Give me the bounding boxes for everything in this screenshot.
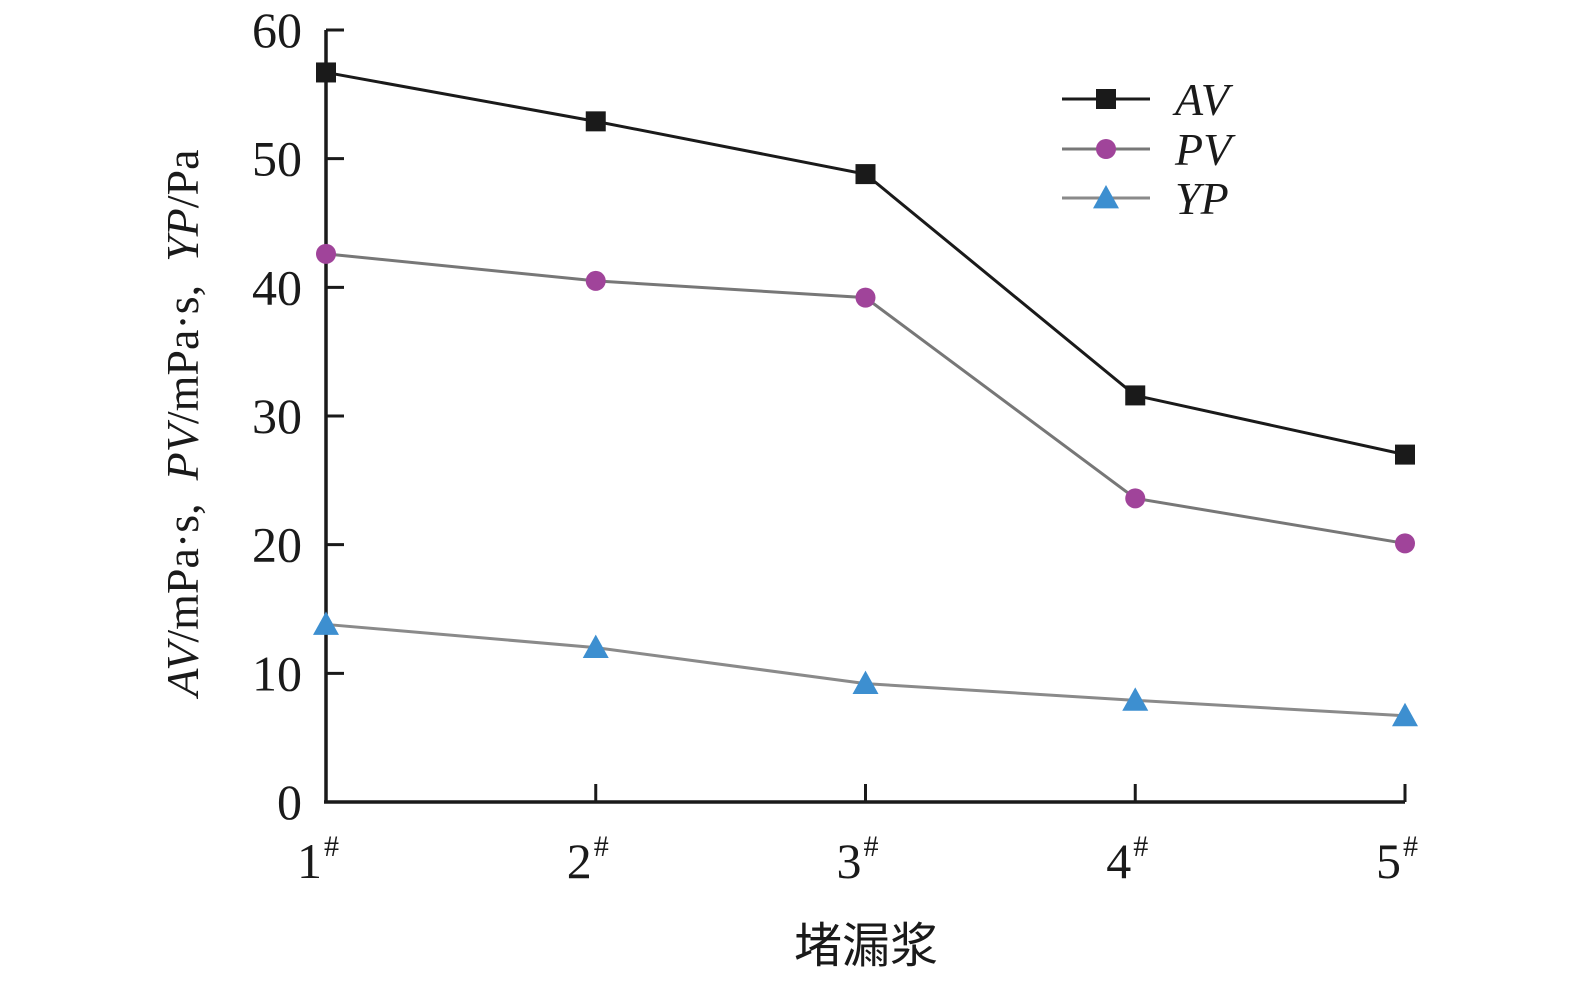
y-tick-label: 0 bbox=[277, 774, 302, 830]
y-tick-label: 40 bbox=[252, 259, 302, 315]
data-point-yp bbox=[582, 634, 609, 658]
data-point-yp bbox=[852, 670, 879, 695]
legend-label: AV bbox=[1172, 74, 1234, 125]
y-tick-label: 10 bbox=[252, 645, 302, 701]
legend-marker-yp bbox=[1093, 185, 1119, 209]
legend-label: PV bbox=[1174, 124, 1236, 175]
y-tick-label: 60 bbox=[252, 2, 302, 58]
legend-item-pv: PV bbox=[1062, 124, 1236, 175]
data-point-pv bbox=[316, 243, 336, 264]
series-pv bbox=[316, 243, 1415, 554]
x-tick-label: 5# bbox=[1376, 830, 1418, 889]
x-tick-label: 3# bbox=[837, 830, 879, 889]
y-tick-label: 20 bbox=[252, 517, 302, 573]
data-point-av bbox=[585, 111, 606, 132]
data-point-yp bbox=[1392, 702, 1418, 727]
x-tick-label: 4# bbox=[1106, 830, 1148, 889]
data-point-av bbox=[855, 164, 876, 185]
legend-item-yp: YP bbox=[1062, 173, 1229, 224]
data-point-av bbox=[316, 62, 336, 83]
data-point-pv bbox=[585, 270, 606, 291]
data-point-av bbox=[1395, 444, 1415, 465]
series-yp bbox=[313, 611, 1418, 727]
series-line-av bbox=[325, 70, 1406, 457]
y-tick-label: 50 bbox=[252, 131, 302, 187]
series-layer bbox=[313, 62, 1418, 727]
data-point-av bbox=[1125, 385, 1146, 406]
data-point-pv bbox=[1395, 533, 1415, 554]
data-point-yp bbox=[1122, 687, 1149, 711]
series-line-yp bbox=[325, 622, 1406, 718]
series-av bbox=[316, 62, 1415, 465]
x-tick-label: 2# bbox=[567, 830, 609, 889]
data-point-pv bbox=[855, 287, 876, 308]
data-point-pv bbox=[1125, 488, 1146, 509]
data-point-yp bbox=[313, 611, 339, 635]
axes: 0 10 20 30 40 50 60 1# 2# 3# 4# 5# bbox=[252, 2, 1418, 889]
x-axis-title: 堵漏浆 bbox=[794, 918, 938, 974]
legend-item-av: AV bbox=[1062, 74, 1234, 125]
legend-marker-av bbox=[1096, 89, 1116, 109]
y-axis-title: AV/mPa·s, PV/mPa·s, YP/Pa bbox=[157, 149, 208, 699]
y-tick-label: 30 bbox=[252, 388, 302, 444]
x-tick-label: 1# bbox=[297, 830, 339, 889]
legend-label: YP bbox=[1175, 173, 1229, 224]
legend-marker-pv bbox=[1096, 139, 1116, 159]
